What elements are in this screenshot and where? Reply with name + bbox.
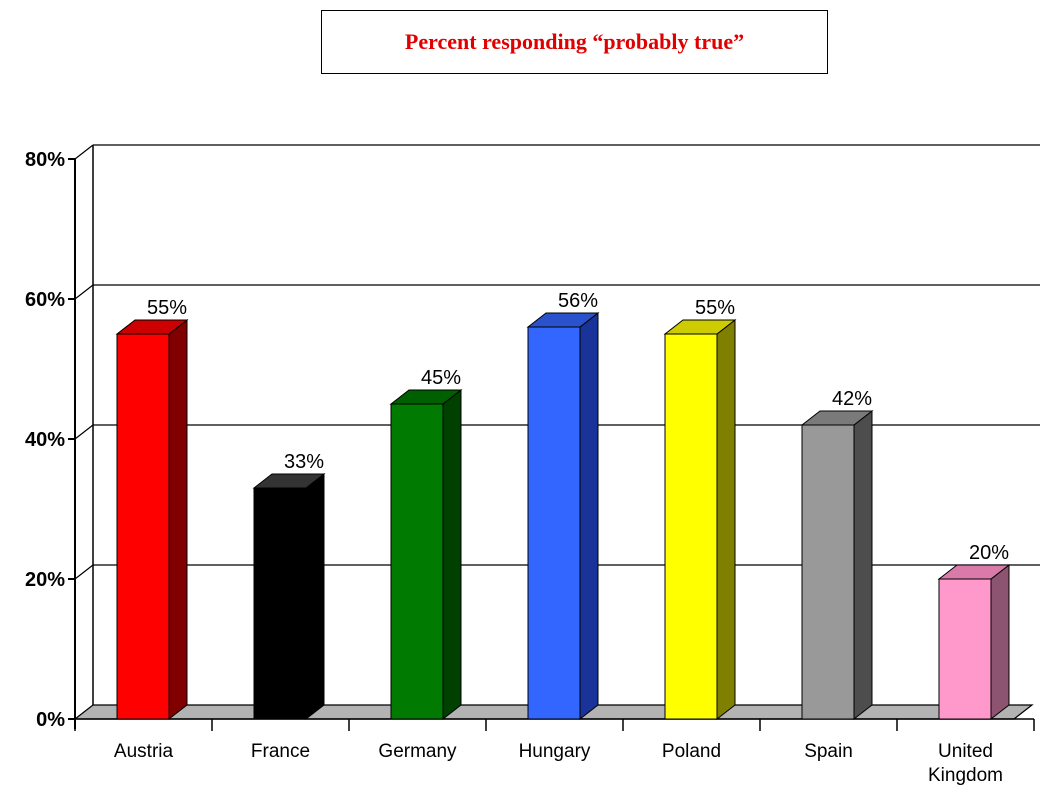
bar-austria [116,333,170,720]
category-label-hungary: Hungary [519,741,591,762]
data-label-united-kingdom: 20% [969,542,1009,564]
data-label-poland: 55% [695,297,735,319]
bar-side-poland [716,318,736,721]
data-label-austria: 55% [147,297,187,319]
bar-poland [664,333,718,720]
category-label-poland: Poland [662,741,721,762]
bar-france [253,487,307,720]
bar-side-united-kingdom [990,563,1010,721]
category-label-united-kingdom: Kingdom [928,765,1003,786]
bar-hungary [527,326,581,720]
y-tick-label: 0% [36,709,65,731]
gridline-side [74,424,94,440]
category-label-austria: Austria [114,741,174,762]
chart-title: Percent responding “probably true” [404,29,745,54]
category-label-france: France [251,741,310,762]
bar-germany [390,403,444,720]
gridline-side [74,284,94,300]
bar-side-germany [442,388,462,721]
y-tick-label: 20% [25,569,65,591]
bar-side-france [305,472,325,721]
category-label-spain: Spain [804,741,853,762]
gridline-side [74,144,94,160]
bar-side-spain [853,409,873,721]
y-tick-label: 60% [25,289,65,311]
data-label-spain: 42% [832,388,872,410]
y-tick-label: 80% [25,149,65,171]
bar-side-austria [168,318,188,721]
bar-spain [801,424,855,720]
data-label-hungary: 56% [558,290,598,312]
chart-title-box: Percent responding “probably true” [321,10,828,74]
gridline-side [74,564,94,580]
category-label-united-kingdom: United [938,741,993,762]
y-tick-label: 40% [25,429,65,451]
category-label-germany: Germany [378,741,457,762]
bar-united-kingdom [938,578,992,720]
data-label-germany: 45% [421,367,461,389]
bar-side-hungary [579,311,599,721]
data-label-france: 33% [284,451,324,473]
